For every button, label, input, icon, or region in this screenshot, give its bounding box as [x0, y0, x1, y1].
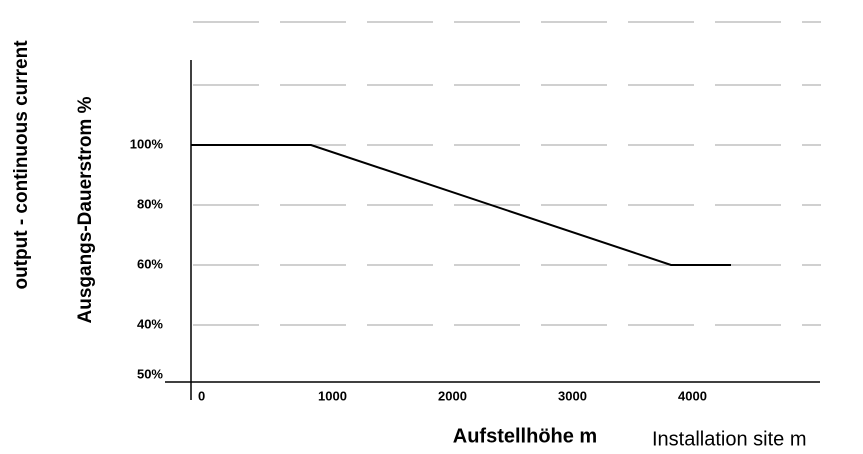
- y-tick-label: 60%: [137, 256, 163, 271]
- y-axis-title: Ausgangs-Dauerstrom %: [75, 96, 96, 323]
- x-tick-label: 0: [198, 388, 205, 403]
- x-tick-label: 3000: [558, 388, 587, 403]
- x-axis-title: Aufstellhöhe m: [453, 425, 597, 447]
- line: [191, 144, 731, 266]
- y-tick-label: 80%: [137, 196, 163, 211]
- x-tick-label: 4000: [678, 388, 707, 403]
- y-tick-label: 50%: [137, 366, 163, 381]
- y-tick-label: 100%: [130, 136, 164, 151]
- annotation: Installation site m: [652, 428, 807, 450]
- y-tick-label: 40%: [137, 316, 163, 331]
- side-title: output - continuous current: [11, 40, 32, 290]
- x-tick-label: 2000: [438, 388, 467, 403]
- x-tick-label: 1000: [318, 388, 347, 403]
